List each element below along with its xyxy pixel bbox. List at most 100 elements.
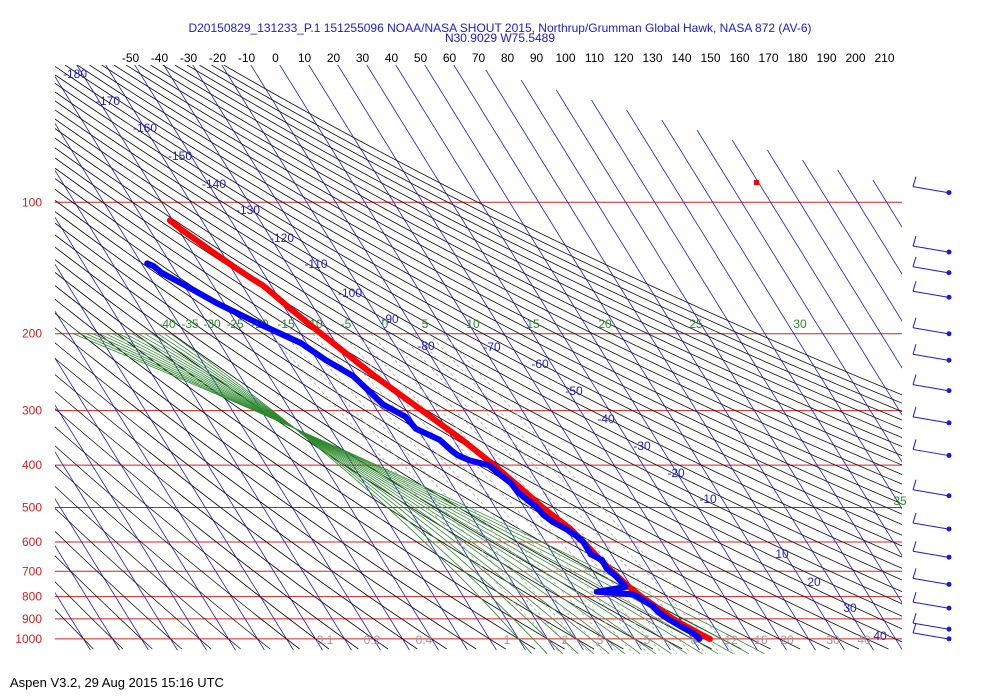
potential-temp-label: -130: [236, 203, 260, 217]
potential-temp-label: -50: [565, 384, 583, 398]
dry-adiabat: [55, 65, 902, 525]
isotherm: [55, 216, 323, 651]
potential-temp-label: 30: [843, 601, 857, 615]
pressure-label-500: 500: [22, 500, 42, 514]
moist-adiabat-label: 25: [689, 317, 703, 331]
dry-adiabat: [55, 426, 330, 650]
isotherm: [55, 122, 381, 651]
chart-title: D20150829_131233_P.1 151255096 NOAA/NASA…: [188, 21, 812, 35]
mixing-ratio-line: [356, 333, 649, 654]
mixing-ratio-line: [428, 333, 721, 654]
potential-temp-label: -100: [338, 286, 362, 300]
wind-barb: [912, 256, 952, 276]
wind-barb: [912, 317, 952, 337]
isotherm: [308, 65, 671, 651]
chart-footer: Aspen V3.2, 29 Aug 2015 15:16 UTC: [10, 675, 224, 690]
wind-barb: [912, 541, 952, 560]
dry-adiabat: [77, 65, 902, 505]
temp-tick-label: 140: [671, 51, 691, 65]
temp-tick-label: 40: [385, 51, 399, 65]
dry-adiabat: [55, 390, 389, 650]
dry-adiabat: [55, 109, 902, 581]
dry-adiabat: [55, 609, 94, 650]
pressure-label-100: 100: [22, 195, 42, 209]
dry-adiabat: [55, 199, 801, 650]
dry-adiabat: [55, 298, 565, 650]
dry-adiabat: [55, 507, 212, 650]
temp-tick-label: 170: [758, 51, 778, 65]
isotherm: [55, 357, 236, 651]
temperature-profile: [166, 217, 713, 642]
mixing-ratio-line: [283, 333, 576, 654]
wind-barb: [912, 591, 952, 611]
isotherm: [55, 451, 178, 651]
isotherm: [395, 65, 758, 651]
isotherm: [337, 65, 700, 651]
temperature-point: [754, 180, 759, 185]
wind-barb: [912, 568, 952, 587]
isotherm: [55, 404, 207, 651]
potential-temp-label: -60: [531, 357, 549, 371]
dry-adiabat: [199, 65, 902, 412]
moist-adiabat-label: 0: [382, 317, 389, 331]
isotherm: [55, 169, 352, 651]
pressure-label-700: 700: [22, 564, 42, 578]
moist-adiabat-label: -35: [181, 317, 199, 331]
dry-adiabat: [55, 82, 902, 547]
temp-tick-label: 10: [298, 51, 312, 65]
potential-temp-label: -80: [417, 339, 435, 353]
dry-adiabat: [55, 246, 683, 650]
potential-temp-label: -40: [597, 412, 615, 426]
wind-barb: [912, 613, 952, 632]
isotherm: [978, 210, 1000, 650]
potential-temp-label: -90: [381, 312, 399, 326]
dry-adiabat: [55, 147, 902, 630]
temp-tick-label: -30: [180, 51, 198, 65]
dry-adiabat: [55, 74, 902, 536]
potential-temp-label: -140: [202, 177, 226, 191]
potential-temp-label: -150: [168, 149, 192, 163]
moist-adiabat-label: 5: [422, 317, 429, 331]
dry-adiabat: [55, 211, 771, 650]
dry-adiabat: [55, 157, 902, 643]
isotherm: [767, 149, 902, 369]
moist-adiabat: [105, 333, 688, 655]
mixing-ratio-label: 12: [724, 633, 738, 647]
dry-adiabat: [55, 222, 742, 650]
moist-adiabat: [118, 333, 656, 655]
isotherm: [555, 89, 902, 651]
pressure-label-400: 400: [22, 458, 42, 472]
dry-adiabat: [55, 234, 712, 650]
dewpoint-profile: [144, 260, 703, 642]
dry-adiabat: [125, 65, 902, 466]
isotherm: [76, 65, 439, 651]
temp-tick-label: 50: [414, 51, 428, 65]
dry-adiabat: [55, 374, 418, 650]
dry-adiabat: [223, 65, 902, 396]
mixing-ratio-label: 2: [562, 633, 569, 647]
temp-tick-label: 90: [530, 51, 544, 65]
moist-adiabat: [157, 333, 563, 654]
moist-adiabat: [138, 333, 610, 655]
mixing-ratio-label: 0.4: [416, 633, 433, 647]
plot-lines: [55, 65, 1000, 655]
dry-adiabat: [55, 271, 624, 650]
potential-temp-label: -180: [63, 67, 87, 81]
potential-temp-label: -170: [96, 94, 120, 108]
temp-tick-label: -10: [238, 51, 256, 65]
wind-barb: [912, 512, 952, 532]
pressure-label-600: 600: [22, 535, 42, 549]
mixing-ratio-label: 20: [780, 633, 794, 647]
isotherm: [661, 119, 902, 510]
dry-adiabat: [55, 408, 359, 650]
isotherm: [453, 65, 816, 651]
isotherm: [55, 310, 265, 651]
moist-adiabat-label: 10: [466, 317, 480, 331]
wind-barb: [912, 406, 952, 426]
dry-adiabat: [55, 312, 536, 650]
mixing-ratio-label: 30: [826, 633, 840, 647]
moist-adiabat-label: 30: [793, 317, 807, 331]
dry-adiabat: [55, 91, 902, 558]
mixing-ratio-label: 40: [857, 633, 871, 647]
